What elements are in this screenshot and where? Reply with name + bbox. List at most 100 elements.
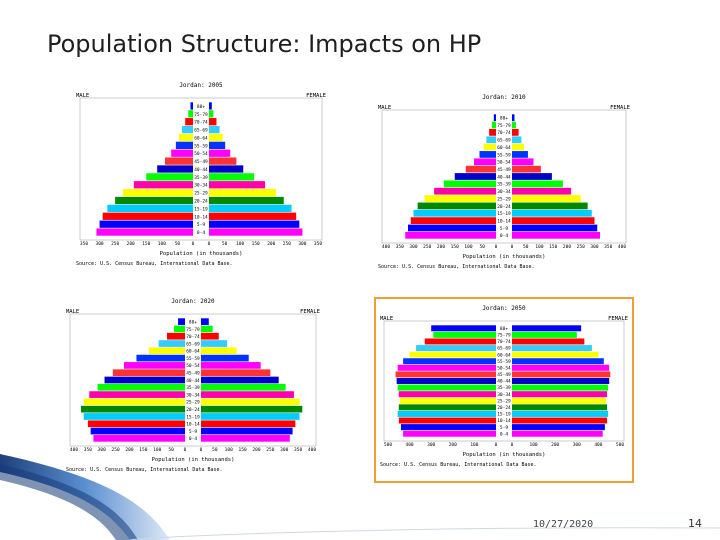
age-label: 25-29 bbox=[497, 196, 511, 202]
age-label: 70-74 bbox=[497, 339, 511, 345]
age-label: 80+ bbox=[500, 116, 508, 122]
age-label: 25-29 bbox=[194, 191, 208, 197]
chart-title: Jordan: 2050 bbox=[482, 305, 526, 312]
chart-title: Jordan: 2020 bbox=[171, 298, 215, 305]
x-tick-left: 200 bbox=[449, 442, 457, 448]
x-tick-left: 300 bbox=[409, 244, 417, 250]
male-bar bbox=[431, 325, 496, 332]
male-bar bbox=[83, 413, 185, 420]
x-tick-right: 100 bbox=[535, 244, 543, 250]
female-bar bbox=[512, 430, 603, 437]
x-tick-right: 350 bbox=[294, 447, 302, 453]
female-bar bbox=[512, 202, 588, 210]
female-bar bbox=[209, 157, 237, 165]
age-label: 5-9 bbox=[500, 425, 508, 431]
female-bar bbox=[512, 231, 600, 239]
female-bar bbox=[512, 397, 606, 404]
age-label: 60-64 bbox=[497, 352, 511, 358]
age-label: 10-14 bbox=[497, 418, 511, 424]
x-tick-left: 300 bbox=[96, 241, 104, 247]
female-bar bbox=[512, 143, 525, 151]
source-note: Source: U.S. Census Bureau, Internationa… bbox=[378, 264, 535, 270]
age-label: 45-49 bbox=[497, 372, 511, 378]
female-bar bbox=[209, 110, 214, 118]
x-tick-left: 150 bbox=[139, 447, 147, 453]
age-label: 0-4 bbox=[197, 230, 205, 236]
female-bar bbox=[209, 141, 226, 149]
male-bar bbox=[403, 358, 496, 365]
male-bar bbox=[123, 362, 185, 369]
female-bar bbox=[512, 391, 608, 398]
x-tick-left: 400 bbox=[382, 244, 390, 250]
x-tick-left: 200 bbox=[125, 447, 133, 453]
female-bar bbox=[201, 318, 209, 325]
female-bar bbox=[209, 125, 220, 134]
x-tick-left: 250 bbox=[111, 241, 119, 247]
male-bar bbox=[405, 231, 496, 239]
age-label: 45-49 bbox=[194, 159, 208, 165]
age-label: 15-19 bbox=[497, 211, 511, 217]
x-tick-left: 250 bbox=[423, 244, 431, 250]
x-tick-left: 350 bbox=[396, 244, 404, 250]
male-bar bbox=[102, 212, 193, 220]
male-bar bbox=[146, 173, 193, 181]
male-bar bbox=[99, 220, 193, 228]
age-label: 55-59 bbox=[186, 356, 200, 362]
female-bar bbox=[512, 114, 515, 122]
male-bar bbox=[410, 217, 496, 224]
age-label: 35-39 bbox=[497, 182, 511, 188]
male-bar bbox=[87, 420, 185, 428]
male-bar bbox=[107, 204, 193, 213]
age-label: 40-44 bbox=[186, 378, 200, 384]
age-label: 60-64 bbox=[497, 145, 511, 151]
male-bar bbox=[157, 165, 193, 173]
age-label: 25-29 bbox=[497, 398, 511, 404]
female-bar bbox=[201, 362, 261, 369]
age-label: 75-79 bbox=[497, 123, 511, 129]
x-tick-right: 0 bbox=[208, 241, 211, 247]
age-label: 50-54 bbox=[194, 151, 208, 157]
age-label: 65-69 bbox=[186, 341, 200, 347]
female-label: FEMALE bbox=[610, 105, 630, 111]
x-tick-right: 200 bbox=[551, 442, 559, 448]
male-bar bbox=[96, 228, 193, 236]
female-bar bbox=[512, 351, 599, 358]
age-label: 70-74 bbox=[186, 334, 200, 340]
male-label: MALE bbox=[76, 93, 89, 99]
x-tick-right: 50 bbox=[212, 447, 218, 453]
male-bar bbox=[465, 165, 496, 173]
age-label: 50-54 bbox=[497, 365, 511, 371]
male-bar bbox=[173, 325, 185, 333]
x-tick-right: 100 bbox=[236, 241, 244, 247]
x-tick-right: 50 bbox=[222, 241, 228, 247]
female-bar bbox=[512, 417, 608, 424]
female-bar bbox=[512, 384, 609, 391]
male-bar bbox=[454, 173, 496, 180]
female-bar bbox=[209, 133, 223, 142]
age-label: 75-79 bbox=[194, 112, 208, 118]
x-tick-right: 400 bbox=[308, 447, 316, 453]
male-bar bbox=[104, 376, 185, 384]
x-tick-left: 200 bbox=[437, 244, 445, 250]
source-note: Source: U.S. Census Bureau, Internationa… bbox=[380, 462, 537, 468]
x-tick-left: 200 bbox=[127, 241, 135, 247]
age-label: 15-19 bbox=[497, 412, 511, 418]
age-label: 70-74 bbox=[497, 130, 511, 136]
male-bar bbox=[112, 369, 185, 377]
male-bar bbox=[158, 340, 185, 347]
x-tick-left: 300 bbox=[98, 447, 106, 453]
x-tick-left: 250 bbox=[112, 447, 120, 453]
female-bar bbox=[512, 217, 595, 224]
age-label: 80+ bbox=[500, 326, 508, 332]
male-bar bbox=[398, 417, 496, 424]
male-bar bbox=[188, 110, 193, 118]
male-bar bbox=[190, 102, 193, 110]
male-bar bbox=[479, 151, 496, 158]
age-label: 50-54 bbox=[497, 160, 511, 166]
age-label: 35-39 bbox=[194, 175, 208, 181]
female-bar bbox=[201, 325, 213, 333]
male-bar bbox=[398, 404, 496, 411]
age-label: 10-14 bbox=[194, 214, 208, 220]
